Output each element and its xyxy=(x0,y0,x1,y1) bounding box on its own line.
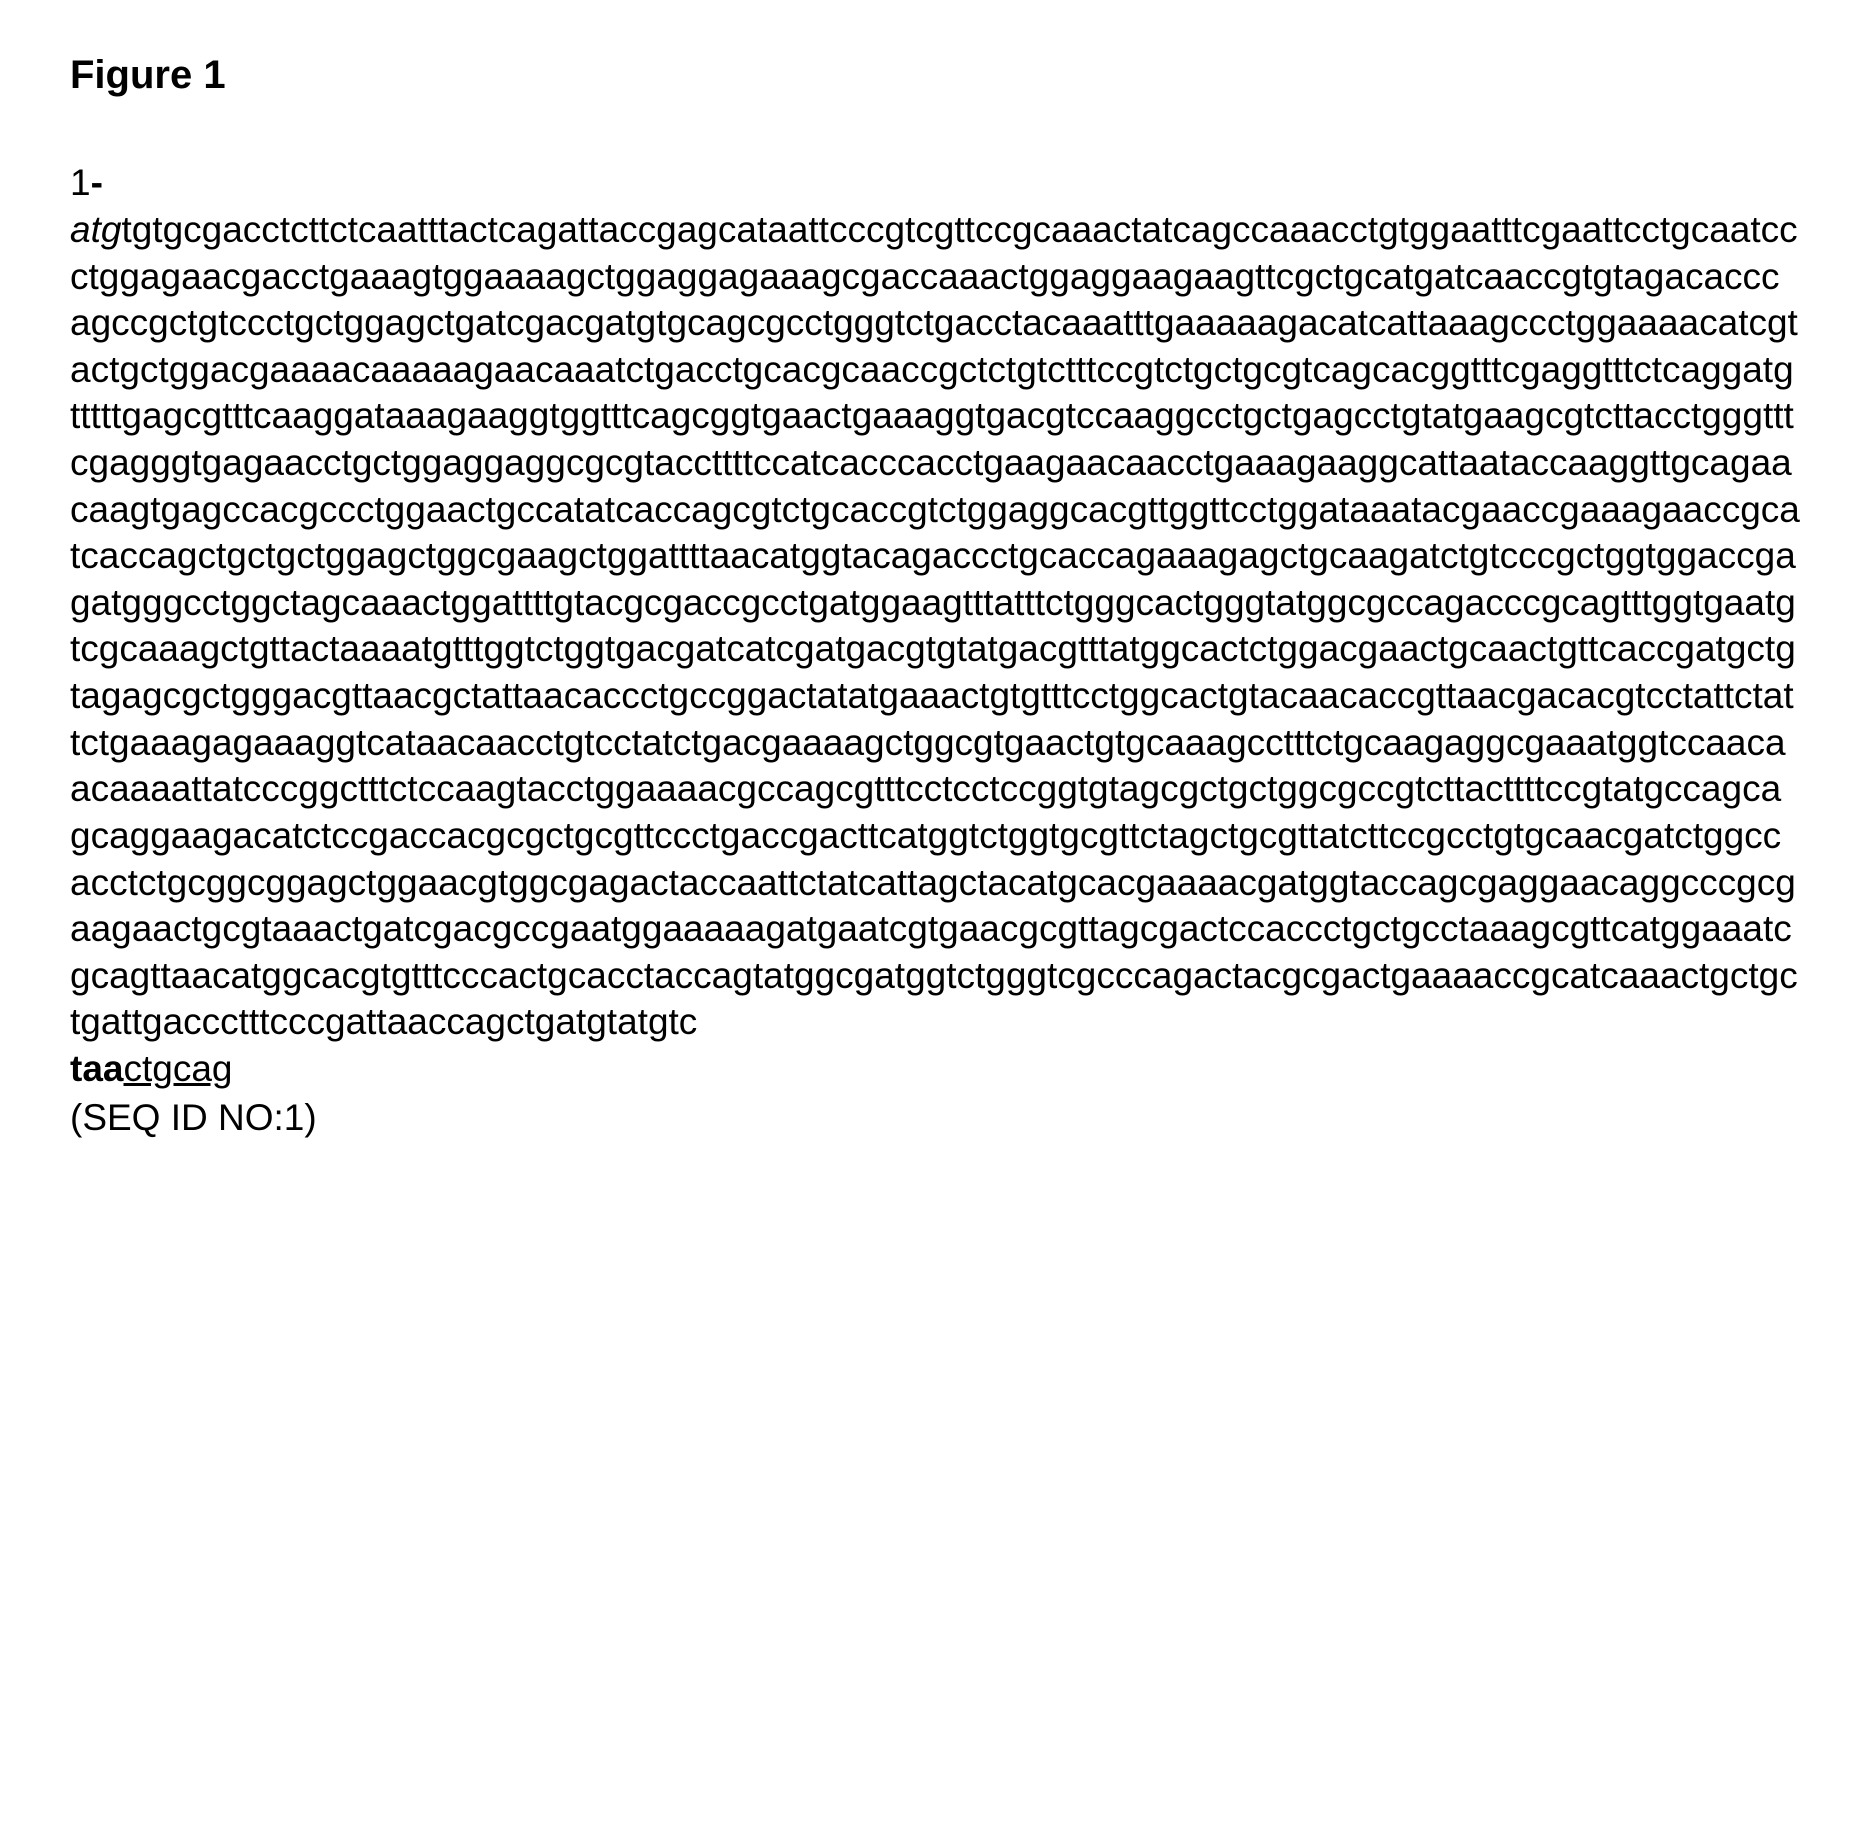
figure-title: Figure 1 xyxy=(70,50,1800,100)
sequence-block: 1- atgtgtgcgacctcttctcaatttactcagattaccg… xyxy=(70,160,1800,1141)
seq-id-label: (SEQ ID NO:1) xyxy=(70,1095,1800,1142)
position-dash: - xyxy=(91,162,103,203)
start-codon: atg xyxy=(70,209,121,250)
tail-sequence: ctgcag xyxy=(123,1048,232,1089)
position-number: 1 xyxy=(70,162,91,203)
sequence-body: tgtgcgacctcttctcaatttactcagattaccgagcata… xyxy=(70,209,1800,1042)
figure-page: Figure 1 1- atgtgtgcgacctcttctcaatttactc… xyxy=(0,0,1860,1201)
position-label: 1- xyxy=(70,160,1800,207)
sequence-terminator-line: taactgcag xyxy=(70,1046,1800,1093)
sequence-main-line: atgtgtgcgacctcttctcaatttactcagattaccgagc… xyxy=(70,207,1800,1046)
stop-codon: taa xyxy=(70,1048,123,1089)
